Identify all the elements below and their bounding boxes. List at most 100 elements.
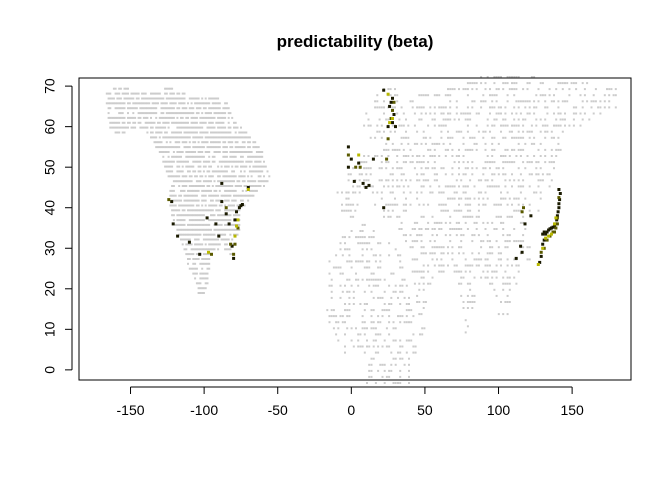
background-point: [201, 175, 204, 178]
background-point: [222, 170, 225, 173]
background-point: [517, 264, 520, 267]
background-point: [515, 209, 518, 212]
background-point: [158, 121, 161, 124]
background-point: [213, 97, 216, 100]
background-point: [506, 82, 509, 85]
background-point: [418, 270, 421, 273]
background-point: [181, 219, 184, 222]
background-point: [493, 106, 496, 109]
background-point: [482, 167, 485, 170]
background-point: [440, 191, 443, 194]
background-point: [453, 209, 456, 212]
background-point: [197, 287, 200, 290]
background-point: [359, 333, 362, 336]
background-point: [376, 106, 379, 109]
background-point: [553, 124, 555, 127]
background-point: [227, 126, 230, 129]
background-point: [254, 146, 257, 149]
background-point: [183, 92, 186, 95]
background-point: [522, 215, 525, 218]
background-point: [361, 223, 364, 226]
background-point: [197, 214, 200, 217]
background-point: [215, 194, 218, 197]
background-point: [211, 131, 214, 134]
background-point: [135, 102, 138, 105]
background-point: [438, 142, 441, 145]
background-point: [178, 185, 181, 187]
background-point: [349, 209, 352, 212]
background-point: [194, 151, 197, 153]
background-point: [188, 214, 191, 217]
background-point: [550, 148, 553, 151]
background-point: [180, 204, 182, 207]
background-point: [197, 189, 200, 192]
background-point: [259, 185, 262, 187]
background-point: [180, 238, 182, 241]
background-point: [204, 189, 207, 192]
background-point: [206, 238, 209, 241]
background-point: [372, 272, 375, 275]
background-point: [134, 92, 137, 95]
background-point: [204, 102, 207, 105]
background-point: [361, 315, 364, 318]
background-point: [464, 118, 467, 121]
background-point: [519, 148, 522, 151]
background-point: [466, 148, 469, 151]
background-point: [210, 136, 212, 139]
background-point: [387, 155, 390, 157]
background-point: [566, 100, 569, 103]
background-point: [222, 155, 225, 158]
background-point: [181, 107, 184, 110]
background-point: [204, 209, 207, 212]
background-point: [464, 215, 467, 218]
background-point: [363, 185, 366, 188]
data-point: [389, 100, 393, 104]
background-point: [491, 173, 494, 176]
data-point: [386, 125, 390, 129]
background-point: [238, 175, 241, 178]
background-point: [171, 175, 174, 178]
background-point: [358, 173, 361, 176]
background-point: [495, 228, 498, 230]
background-point: [522, 246, 525, 249]
background-point: [348, 309, 351, 312]
background-point: [238, 160, 241, 163]
background-point: [224, 107, 227, 110]
background-point: [352, 290, 355, 293]
background-point: [374, 284, 377, 287]
background-point: [469, 82, 472, 85]
background-point: [194, 272, 197, 275]
background-point: [190, 97, 193, 100]
background-point: [220, 185, 223, 187]
background-point: [208, 228, 211, 231]
background-point: [418, 301, 421, 303]
background-point: [491, 179, 494, 182]
background-point: [204, 277, 207, 280]
background-point: [377, 278, 380, 281]
data-point: [240, 203, 244, 206]
background-point: [254, 141, 257, 144]
background-point: [236, 233, 239, 236]
background-point: [486, 197, 489, 200]
background-point: [202, 146, 205, 149]
background-point: [195, 146, 198, 149]
background-point: [195, 97, 198, 100]
background-point: [603, 100, 606, 103]
background-point: [433, 94, 436, 97]
background-point: [199, 209, 202, 212]
background-point: [453, 264, 456, 267]
background-point: [227, 136, 230, 139]
background-point: [240, 146, 242, 149]
x-tick-label: 100: [487, 402, 511, 418]
background-point: [180, 151, 182, 153]
background-point: [185, 199, 188, 202]
background-point: [139, 112, 142, 115]
background-point: [227, 112, 230, 115]
background-point: [427, 161, 430, 164]
background-point: [155, 92, 158, 95]
background-point: [388, 321, 391, 324]
background-point: [181, 121, 184, 124]
background-point: [466, 197, 469, 200]
background-point: [206, 189, 209, 192]
background-point: [176, 219, 179, 222]
